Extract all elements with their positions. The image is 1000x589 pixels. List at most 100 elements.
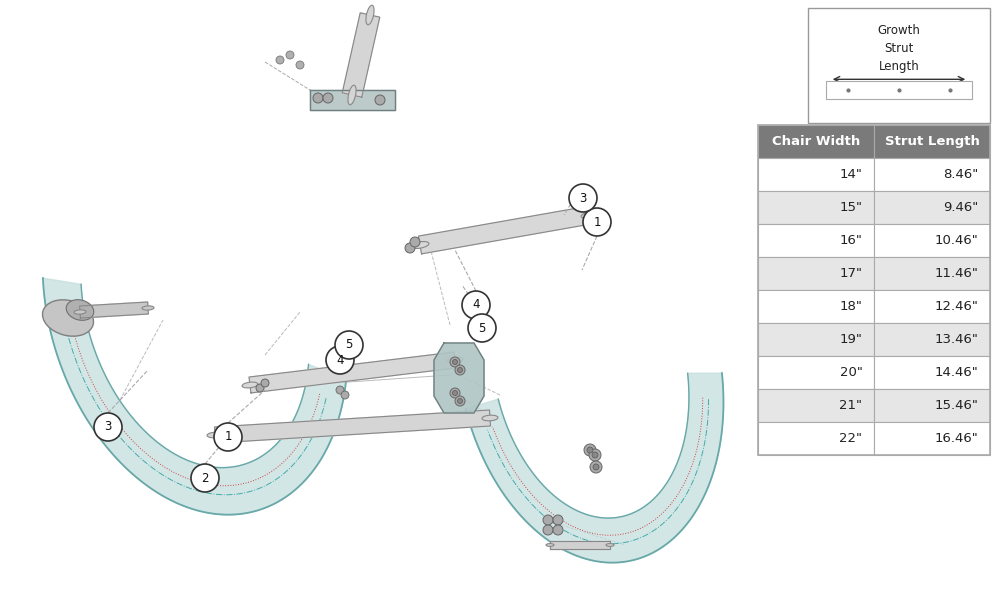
Text: 15.46": 15.46" [935, 399, 978, 412]
Text: 22": 22" [839, 432, 862, 445]
Circle shape [587, 447, 593, 453]
Circle shape [583, 208, 611, 236]
Circle shape [323, 93, 333, 103]
Ellipse shape [482, 415, 498, 421]
Ellipse shape [411, 241, 429, 249]
Circle shape [458, 399, 462, 403]
Circle shape [452, 391, 458, 395]
Text: 9.46": 9.46" [943, 201, 978, 214]
Bar [874, 191, 990, 224]
Ellipse shape [66, 300, 94, 320]
Bar [758, 356, 874, 389]
Text: 1: 1 [593, 216, 601, 229]
Text: 13.46": 13.46" [935, 333, 978, 346]
Text: 8.46": 8.46" [943, 168, 978, 181]
Text: 17": 17" [839, 267, 862, 280]
Bar [758, 422, 874, 455]
Circle shape [462, 291, 490, 319]
Ellipse shape [606, 544, 614, 547]
Bar [758, 323, 874, 356]
Text: 15": 15" [839, 201, 862, 214]
Circle shape [455, 396, 465, 406]
Circle shape [458, 368, 462, 372]
Circle shape [543, 515, 553, 525]
Ellipse shape [546, 544, 554, 547]
Ellipse shape [74, 310, 86, 314]
Ellipse shape [242, 382, 258, 388]
Circle shape [313, 93, 323, 103]
Circle shape [375, 95, 385, 105]
Circle shape [410, 237, 420, 247]
Bar [758, 158, 874, 191]
Circle shape [589, 449, 601, 461]
Circle shape [593, 464, 599, 470]
Text: 3: 3 [579, 191, 587, 204]
Circle shape [286, 51, 294, 59]
Bar [874, 323, 990, 356]
Text: 10.46": 10.46" [935, 234, 978, 247]
Ellipse shape [207, 432, 223, 438]
Ellipse shape [366, 5, 374, 25]
Bar [758, 125, 990, 455]
Ellipse shape [447, 357, 463, 363]
Bar [874, 389, 990, 422]
Circle shape [468, 314, 496, 342]
Text: Growth
Strut
Length: Growth Strut Length [878, 24, 920, 73]
Polygon shape [466, 373, 723, 562]
Bar [874, 290, 990, 323]
Text: 12.46": 12.46" [935, 300, 978, 313]
Text: 14": 14" [840, 168, 862, 181]
Circle shape [553, 525, 563, 535]
Text: 5: 5 [478, 322, 486, 335]
Polygon shape [550, 541, 610, 549]
Circle shape [296, 61, 304, 69]
Bar [874, 356, 990, 389]
Polygon shape [434, 343, 484, 413]
Bar [758, 290, 874, 323]
Text: 20": 20" [840, 366, 862, 379]
Bar [874, 158, 990, 191]
Circle shape [214, 423, 242, 451]
Text: 5: 5 [345, 339, 353, 352]
Circle shape [450, 388, 460, 398]
Text: 16": 16" [840, 234, 862, 247]
Text: 1: 1 [224, 431, 232, 444]
Circle shape [592, 452, 598, 458]
Circle shape [335, 331, 363, 359]
Circle shape [569, 184, 597, 212]
Bar [874, 224, 990, 257]
Circle shape [584, 444, 596, 456]
Text: 11.46": 11.46" [935, 267, 978, 280]
Polygon shape [418, 206, 592, 254]
Bar [874, 422, 990, 455]
Circle shape [553, 515, 563, 525]
Bar [758, 257, 874, 290]
Bar [758, 224, 874, 257]
Circle shape [326, 346, 354, 374]
Text: 4: 4 [472, 299, 480, 312]
Text: 4: 4 [336, 353, 344, 366]
Text: 3: 3 [104, 421, 112, 434]
Text: 18": 18" [840, 300, 862, 313]
Text: Strut Length: Strut Length [885, 135, 979, 148]
Text: 16.46": 16.46" [935, 432, 978, 445]
Circle shape [276, 56, 284, 64]
Circle shape [341, 391, 349, 399]
Circle shape [450, 357, 460, 367]
Circle shape [590, 461, 602, 473]
Text: Chair Width: Chair Width [772, 135, 860, 148]
Bar [808, 8, 990, 123]
Circle shape [336, 386, 344, 394]
Text: 14.46": 14.46" [935, 366, 978, 379]
Bar [874, 125, 990, 158]
Polygon shape [43, 278, 346, 515]
Bar [758, 191, 874, 224]
Ellipse shape [42, 300, 94, 336]
Bar [758, 389, 874, 422]
Circle shape [543, 525, 553, 535]
Ellipse shape [581, 211, 599, 219]
Polygon shape [342, 13, 380, 97]
Text: 2: 2 [201, 472, 209, 485]
Ellipse shape [348, 85, 356, 105]
Bar [758, 125, 874, 158]
